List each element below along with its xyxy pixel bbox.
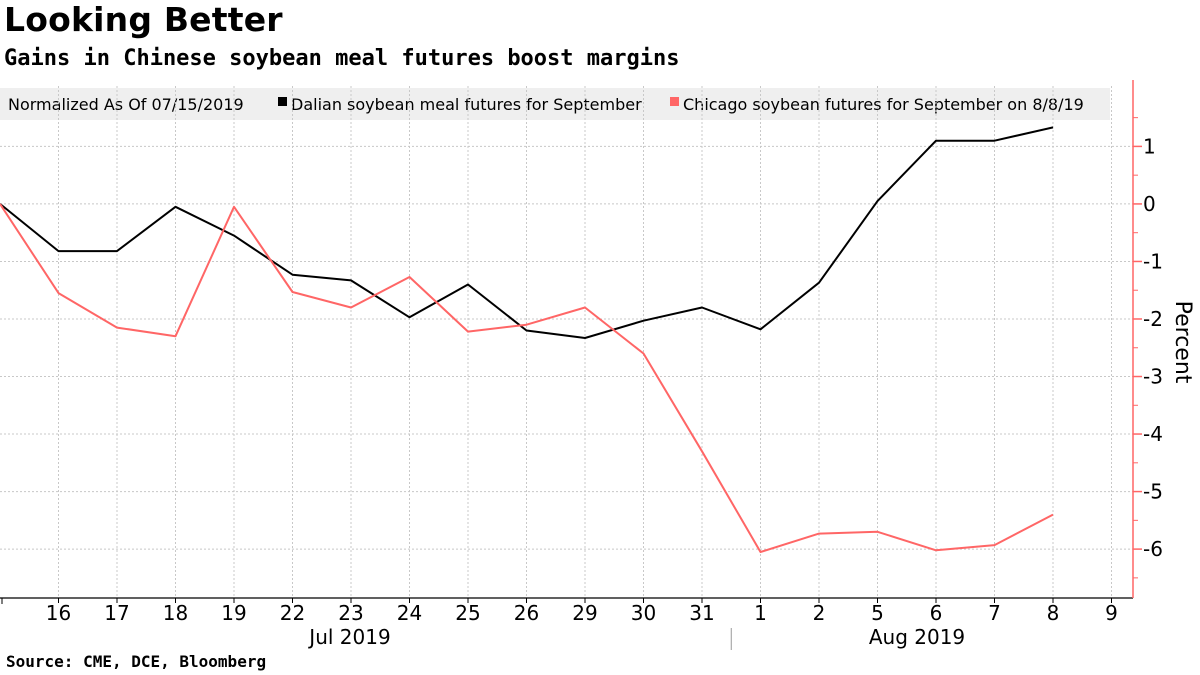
series-line-chicago	[0, 203, 1054, 553]
x-tick-label: 22	[280, 601, 305, 625]
y-tick-label: 1	[1143, 134, 1156, 158]
x-tick-label: 18	[163, 601, 188, 625]
x-tick-label: 5	[871, 601, 884, 625]
x-tick-label: 19	[221, 601, 246, 625]
legend-label-chicago: Chicago soybean futures for September on…	[683, 95, 1084, 114]
x-tick-label: 23	[338, 601, 363, 625]
legend-background	[0, 88, 1110, 120]
y-tick-label: -1	[1143, 249, 1163, 273]
x-tick-label: 16	[46, 601, 71, 625]
x-tick-label: 30	[631, 601, 656, 625]
x-tick-label: 6	[930, 601, 943, 625]
y-tick-label: -6	[1143, 537, 1163, 561]
x-tick-label: 24	[397, 601, 422, 625]
x-axis-labels: 16 17 18 19 22 23 24 25 26 29 30 31 1 2 5 6 7 8 9	[46, 601, 1118, 625]
y-tick-label: -3	[1143, 365, 1163, 389]
source-note: Source: CME, DCE, Bloomberg	[6, 652, 267, 671]
legend-swatch-dalian	[278, 97, 287, 106]
legend-label-dalian: Dalian soybean meal futures for Septembe…	[291, 95, 642, 114]
gridlines	[0, 86, 1133, 598]
x-tick-label: 25	[455, 601, 480, 625]
axes	[0, 80, 1142, 650]
x-tick-label: 31	[689, 601, 714, 625]
series-lines	[0, 126, 1054, 553]
x-group-label-aug: Aug 2019	[869, 625, 965, 649]
legend-title: Normalized As Of 07/15/2019	[8, 95, 244, 114]
x-tick-label: 8	[1047, 601, 1060, 625]
x-tick-label: 7	[988, 601, 1001, 625]
x-tick-label: 2	[813, 601, 826, 625]
series-line-dalian	[0, 126, 1054, 339]
x-tick-label: 1	[754, 601, 767, 625]
y-tick-label: -4	[1143, 422, 1163, 446]
y-tick-label: -2	[1143, 307, 1163, 331]
x-tick-label: 26	[514, 601, 539, 625]
x-group-label-jul: Jul 2019	[307, 625, 390, 649]
legend-swatch-chicago	[670, 97, 679, 106]
y-tick-label: -5	[1143, 480, 1163, 504]
chart-subtitle: Gains in Chinese soybean meal futures bo…	[4, 46, 680, 71]
y-axis-labels: 1 0 -1 -2 -3 -4 -5 -6	[1143, 134, 1163, 561]
chart-title: Looking Better	[4, 0, 283, 39]
x-tick-label: 17	[104, 601, 129, 625]
y-tick-label: 0	[1143, 192, 1156, 216]
x-tick-label: 29	[572, 601, 597, 625]
x-tick-label: 9	[1105, 601, 1118, 625]
y-axis-title: Percent	[1170, 301, 1195, 384]
